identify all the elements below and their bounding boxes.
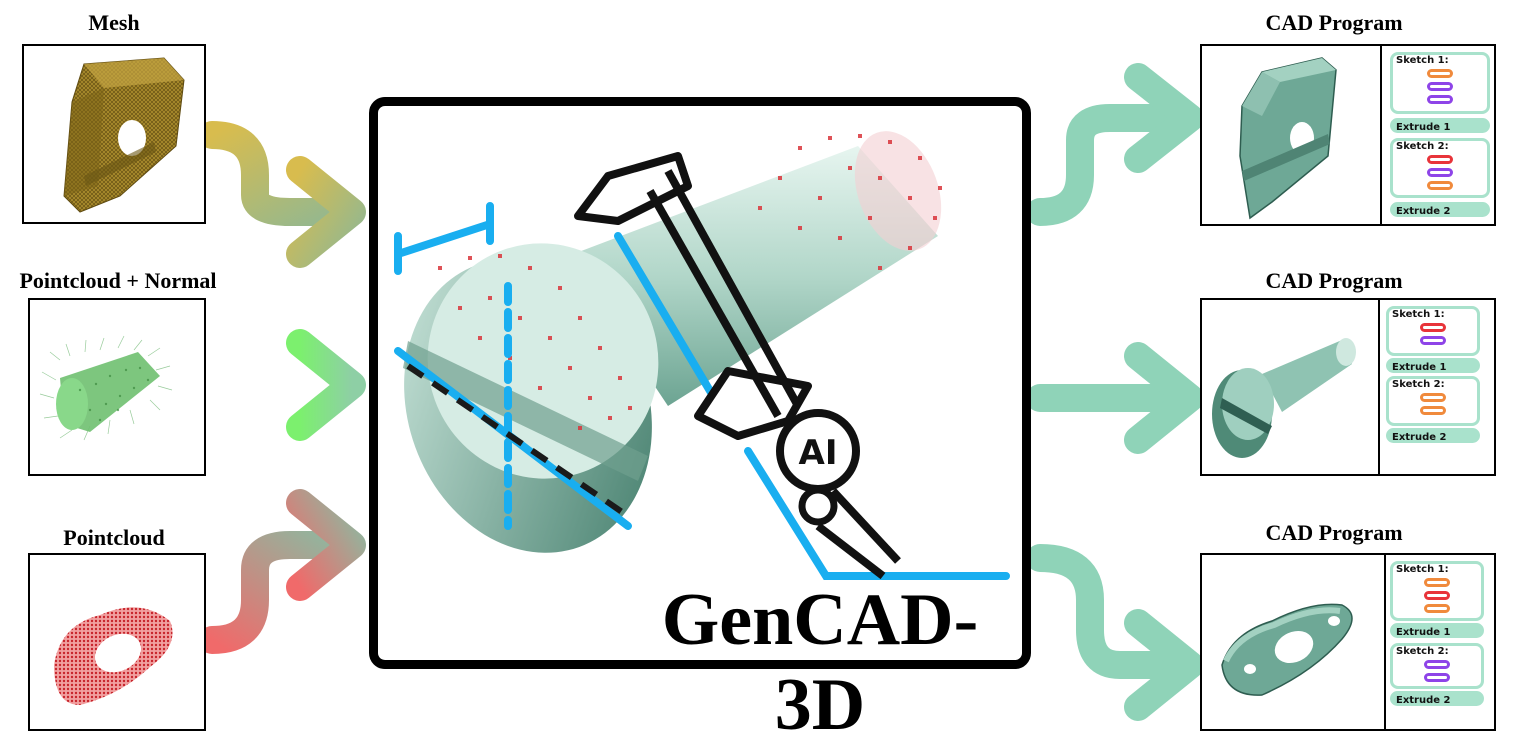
mesh-model-image (63, 57, 185, 213)
extrude-2-block: Extrude 2 (1390, 202, 1490, 217)
program-tree-2: Sketch 1: Extrude 1 Sketch 2: Extrude 2 (1382, 300, 1494, 474)
extrude-2-block: Extrude 2 (1386, 428, 1480, 443)
extrude-1-label: Extrude 1 (1392, 362, 1447, 373)
sketch-1-block: Sketch 1: (1386, 306, 1480, 356)
output-arrow-3 (1026, 544, 1204, 721)
pointcloud-image (54, 607, 173, 705)
loop-icon (1427, 181, 1453, 190)
sketch-1-label: Sketch 1: (1392, 309, 1445, 320)
gencad-central-panel: AI (369, 97, 1031, 669)
extrude-1-label: Extrude 1 (1396, 627, 1451, 638)
mesh-panel (22, 44, 206, 224)
cad-program-title-3: CAD Program (1265, 520, 1403, 545)
loop-icon (1424, 591, 1450, 600)
cad-program-title-2: CAD Program (1265, 268, 1403, 293)
sketch-2-label: Sketch 2: (1396, 646, 1449, 657)
loop-icon (1420, 393, 1446, 402)
loop-icon (1424, 578, 1450, 587)
sketch-1-label: Sketch 1: (1396, 55, 1449, 66)
loop-icon (1424, 673, 1450, 682)
cad-model-image-2 (1212, 338, 1356, 458)
pointcloud-normal-label: Pointcloud + Normal (19, 268, 217, 293)
pointcloud-arrow (198, 489, 366, 654)
sketch-2-block: Sketch 2: (1390, 138, 1490, 198)
cad-model-image-3 (1221, 603, 1353, 696)
program-tree-3: Sketch 1: Extrude 1 Sketch 2: Extrude 2 (1388, 555, 1494, 729)
pointcloud-panel (28, 553, 206, 731)
sketch-2-label: Sketch 2: (1392, 379, 1445, 390)
sketch-2-block: Sketch 2: (1390, 643, 1484, 689)
cad-program-title-1: CAD Program (1265, 10, 1403, 35)
extrude-2-label: Extrude 2 (1392, 432, 1447, 443)
cad-program-panel-1: Sketch 1: Extrude 1 Sketch 2: Extrude 2 (1200, 44, 1496, 226)
sketch-1-block: Sketch 1: (1390, 561, 1484, 621)
extrude-1-block: Extrude 1 (1386, 358, 1480, 373)
loop-icon (1420, 406, 1446, 415)
cad-model-image-1 (1239, 57, 1337, 220)
pointcloud-normal-arrow (198, 329, 366, 441)
pointcloud-label: Pointcloud (63, 525, 165, 550)
output-arrow-1 (1026, 63, 1204, 226)
loop-icon (1420, 323, 1446, 332)
loop-icon (1427, 69, 1453, 78)
extrude-2-label: Extrude 2 (1396, 695, 1451, 706)
extrude-1-block: Extrude 1 (1390, 623, 1484, 638)
extrude-1-block: Extrude 1 (1390, 118, 1490, 133)
loop-icon (1427, 155, 1453, 164)
mesh-label: Mesh (88, 10, 140, 35)
gencad-illustration: AI (394, 131, 1010, 580)
loop-icon (1427, 82, 1453, 91)
mesh-arrow (198, 121, 366, 268)
brand-title: GenCAD-3D (661, 579, 979, 746)
sketch-2-block: Sketch 2: (1386, 376, 1480, 426)
extrude-1-label: Extrude 1 (1396, 122, 1451, 133)
loop-icon (1424, 604, 1450, 613)
sketch-1-block: Sketch 1: (1390, 52, 1490, 114)
cad-program-panel-2: Sketch 1: Extrude 1 Sketch 2: Extrude 2 (1200, 298, 1496, 476)
loop-icon (1420, 336, 1446, 345)
sketch-2-label: Sketch 2: (1396, 141, 1449, 152)
loop-icon (1427, 168, 1453, 177)
extrude-2-label: Extrude 2 (1396, 206, 1451, 217)
pointcloud-normal-panel (28, 298, 206, 476)
program-tree-1: Sketch 1: Extrude 1 Sketch 2: Extrude 2 (1384, 46, 1494, 224)
ai-badge-text: AI (799, 433, 838, 473)
pointcloud-normal-image (39, 335, 173, 441)
sketch-1-label: Sketch 1: (1396, 564, 1449, 575)
output-arrow-2 (1026, 342, 1204, 454)
loop-icon (1427, 95, 1453, 104)
loop-icon (1424, 660, 1450, 669)
extrude-2-block: Extrude 2 (1390, 691, 1484, 706)
cad-program-panel-3: Sketch 1: Extrude 1 Sketch 2: Extrude 2 (1200, 553, 1496, 731)
